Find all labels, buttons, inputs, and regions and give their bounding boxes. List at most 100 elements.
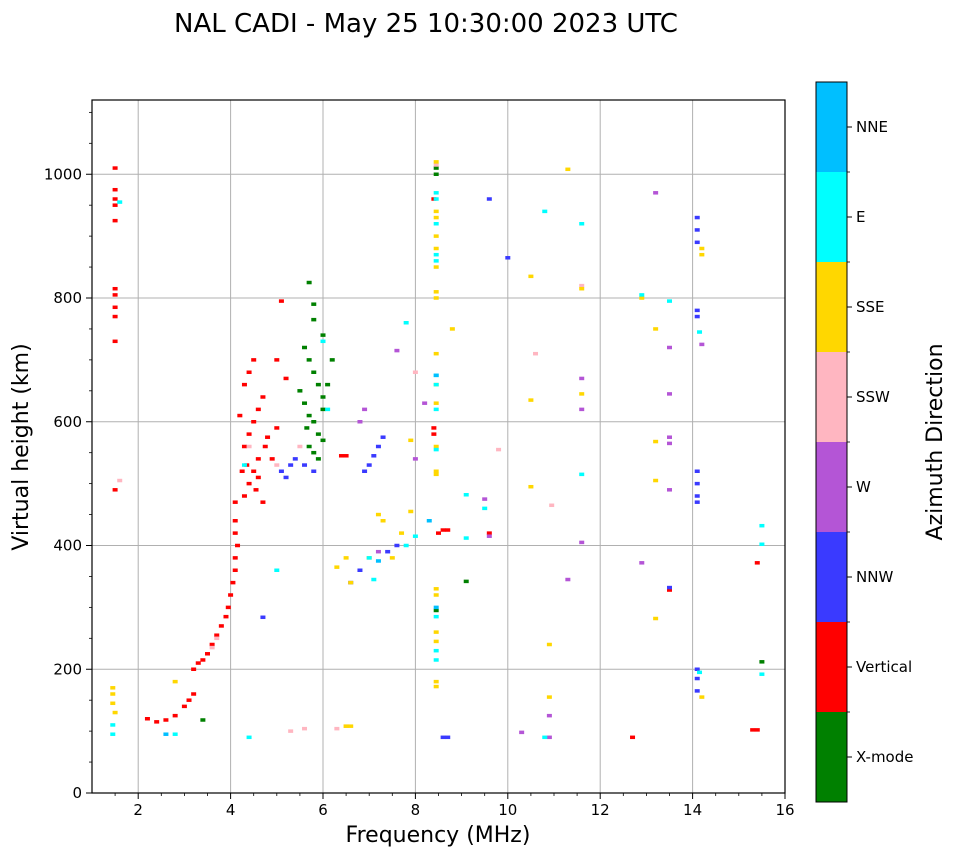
data-point	[195, 661, 201, 665]
data-point	[433, 166, 439, 170]
x-tick-label: 2	[133, 801, 143, 819]
x-tick-label: 10	[498, 801, 517, 819]
data-point	[246, 444, 252, 449]
data-point	[667, 345, 672, 350]
series-ssw	[117, 163, 585, 733]
data-point	[239, 469, 245, 473]
data-point	[186, 698, 192, 702]
data-point	[565, 577, 571, 582]
data-point	[463, 579, 469, 584]
y-tick-label: 600	[53, 413, 82, 431]
data-point	[667, 588, 672, 592]
y-tick-label: 400	[53, 537, 82, 555]
data-point	[750, 728, 756, 732]
data-point	[302, 401, 308, 405]
data-point	[394, 348, 400, 353]
data-point	[260, 500, 266, 504]
data-point	[320, 438, 326, 443]
data-point	[426, 519, 432, 523]
colorbar-segment	[816, 442, 847, 532]
y-tick-label: 1000	[44, 165, 82, 183]
data-point	[433, 648, 439, 653]
data-point	[579, 222, 585, 226]
data-point	[288, 463, 294, 467]
data-point	[154, 720, 160, 724]
colorbar-tick-label: E	[856, 208, 865, 226]
data-point	[694, 676, 700, 681]
data-point	[343, 556, 349, 560]
data-point	[302, 463, 308, 467]
series-vertical	[112, 166, 760, 740]
data-point	[338, 454, 344, 458]
data-point	[433, 351, 439, 356]
data-point	[486, 534, 492, 538]
colorbar-segment	[816, 172, 847, 262]
data-point	[542, 735, 548, 740]
data-point	[433, 373, 439, 378]
data-point	[375, 559, 381, 563]
data-point	[297, 444, 303, 449]
data-point	[445, 735, 451, 740]
data-point	[251, 469, 257, 473]
colorbar-tick-label: NNW	[856, 568, 893, 586]
data-point	[144, 717, 150, 721]
data-point	[251, 420, 257, 424]
y-tick-label: 800	[53, 289, 82, 307]
data-point	[325, 382, 331, 387]
series-sse	[110, 160, 705, 728]
data-point	[112, 488, 118, 492]
data-point	[283, 475, 289, 480]
data-point	[399, 531, 405, 535]
data-point	[699, 695, 705, 699]
data-point	[505, 256, 511, 260]
data-point	[246, 370, 252, 374]
data-point	[754, 728, 760, 732]
y-axis-label: Virtual height (km)	[9, 343, 34, 550]
data-point	[463, 493, 469, 497]
data-point	[297, 389, 303, 393]
data-point	[694, 667, 700, 671]
data-point	[463, 536, 469, 540]
series-nne	[163, 373, 439, 736]
data-points	[110, 160, 765, 740]
data-point	[546, 695, 552, 699]
x-tick-label: 4	[226, 801, 236, 819]
data-point	[579, 392, 585, 396]
data-point	[440, 735, 446, 740]
data-point	[117, 200, 123, 204]
data-point	[433, 290, 439, 294]
data-point	[343, 724, 349, 728]
data-point	[163, 732, 169, 736]
data-point	[653, 191, 659, 195]
data-point	[172, 732, 178, 736]
colorbar-segment	[816, 352, 847, 442]
data-point	[412, 534, 418, 538]
data-point	[422, 401, 428, 405]
x-axis-ticks: 2 4 6 8 10 12 14 16	[114, 793, 795, 819]
data-point	[334, 565, 340, 569]
x-tick-label: 6	[318, 801, 328, 819]
data-point	[278, 469, 284, 473]
data-point	[433, 472, 439, 477]
data-point	[549, 503, 555, 508]
data-point	[412, 370, 418, 374]
data-point	[112, 286, 118, 291]
data-point	[433, 684, 439, 689]
data-point	[191, 667, 197, 671]
data-point	[546, 642, 552, 647]
data-point	[112, 187, 118, 192]
data-point	[433, 401, 439, 405]
data-point	[306, 413, 312, 418]
data-point	[302, 726, 308, 731]
data-point	[667, 488, 672, 492]
x-tick-label: 8	[411, 801, 421, 819]
data-point	[433, 163, 439, 167]
data-point	[579, 376, 585, 381]
data-point	[288, 729, 294, 733]
data-point	[274, 358, 280, 362]
data-point	[699, 342, 705, 347]
data-point	[579, 286, 585, 291]
data-point	[433, 160, 439, 164]
data-point	[306, 358, 312, 362]
